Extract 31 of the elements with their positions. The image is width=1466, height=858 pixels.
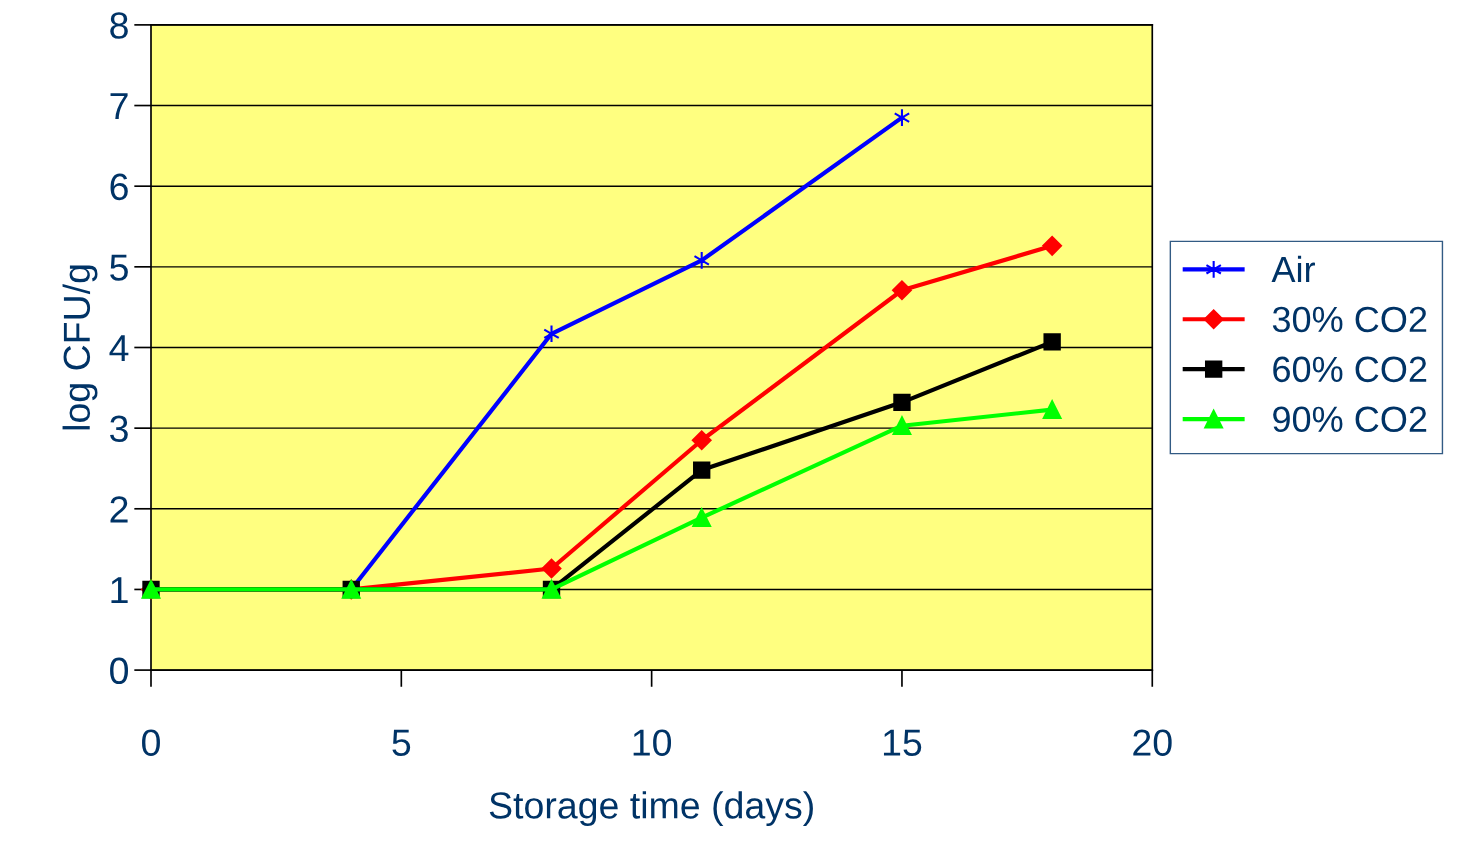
point <box>1042 235 1063 256</box>
point <box>541 558 562 579</box>
legend-label: Air <box>1271 255 1315 282</box>
x-axis-title: Storage time (days) <box>489 791 813 827</box>
x-tick-label: 5 <box>392 729 411 756</box>
y-tick-label: 2 <box>110 496 128 523</box>
point <box>892 280 912 301</box>
y-tick-label: 8 <box>110 12 128 39</box>
y-tick-label: 3 <box>110 415 128 443</box>
point <box>692 508 712 528</box>
point <box>893 393 911 412</box>
y-tick-label: 0 <box>110 657 129 685</box>
point <box>691 430 712 451</box>
x-tick-label: 15 <box>883 729 922 756</box>
y-tick-label: 7 <box>110 93 128 120</box>
point <box>1042 400 1062 419</box>
y-tick-label: 5 <box>110 254 128 281</box>
point <box>543 324 560 344</box>
y-tick-label: 1 <box>111 577 128 604</box>
x-tick-label: 20 <box>1133 729 1172 756</box>
point <box>693 461 711 479</box>
x-tick-label: 10 <box>633 729 672 756</box>
x-tick-label: 0 <box>142 729 160 756</box>
point <box>1043 333 1061 351</box>
y-tick-label: 4 <box>109 335 129 362</box>
legend-label: 60% CO2 <box>1273 356 1427 383</box>
y-axis-title: log CFU/g <box>62 265 98 430</box>
point <box>892 416 912 436</box>
y-tick-label: 6 <box>110 173 128 201</box>
legend-label: 30% CO2 <box>1272 306 1427 333</box>
legend-label: 90% CO2 <box>1273 406 1427 433</box>
